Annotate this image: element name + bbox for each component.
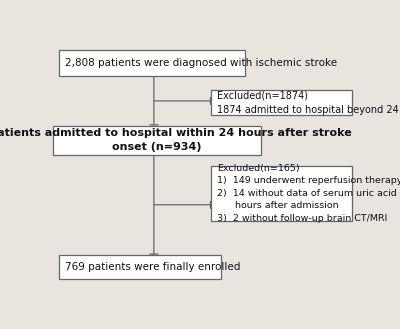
FancyBboxPatch shape — [53, 126, 261, 155]
FancyBboxPatch shape — [59, 255, 220, 279]
FancyBboxPatch shape — [59, 50, 245, 76]
Text: 934 patients admitted to hospital within 24 hours after stroke
onset (n=934): 934 patients admitted to hospital within… — [0, 128, 352, 152]
FancyBboxPatch shape — [211, 90, 352, 115]
Text: 2,808 patients were diagnosed with ischemic stroke: 2,808 patients were diagnosed with ische… — [65, 58, 337, 68]
Text: 769 patients were finally enrolled: 769 patients were finally enrolled — [65, 262, 240, 272]
FancyBboxPatch shape — [211, 166, 352, 221]
Text: Excluded(n=1874)
1874 admitted to hospital beyond 24 hours: Excluded(n=1874) 1874 admitted to hospit… — [217, 91, 400, 115]
Text: Excluded(n=165)
1)  149 underwent reperfusion therapy
2)  14 without data of ser: Excluded(n=165) 1) 149 underwent reperfu… — [217, 164, 400, 223]
